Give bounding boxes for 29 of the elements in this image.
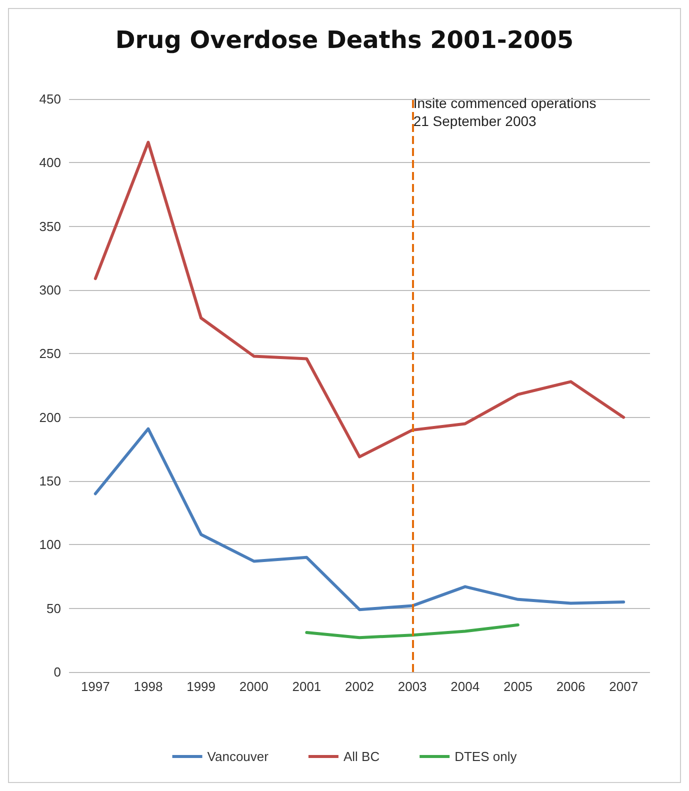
- x-tick-label: 2007: [609, 679, 638, 694]
- y-tick-label: 50: [46, 600, 61, 616]
- line-series: [305, 623, 520, 640]
- line-series: [94, 427, 626, 612]
- y-tick-label: 250: [39, 346, 61, 362]
- x-tick-label: 1998: [134, 679, 163, 694]
- x-tick-label: 2001: [292, 679, 322, 694]
- chart-title: Drug Overdose Deaths 2001-2005: [115, 26, 574, 54]
- x-tick-label: 1997: [80, 679, 110, 694]
- line-series: [94, 140, 626, 458]
- y-tick-label: 450: [39, 92, 61, 106]
- y-tick-label: 400: [39, 155, 61, 170]
- y-tick-label: 100: [39, 537, 61, 552]
- x-tick-label: 2002: [345, 679, 374, 694]
- x-tick-label: 2000: [239, 679, 268, 694]
- ref-line-label: Insite commenced operations 21 September 2003: [413, 95, 596, 129]
- x-tick-label: 2004: [450, 679, 480, 694]
- y-tick-label: 0: [54, 664, 61, 680]
- y-tick-label: 300: [39, 282, 61, 298]
- x-tick-label: 2005: [503, 679, 532, 694]
- legend-label: DTES only: [454, 749, 518, 764]
- x-tick-label: 2003: [398, 679, 427, 694]
- y-tick-label: 200: [39, 410, 61, 425]
- x-tick-label: 1999: [186, 679, 216, 694]
- y-tick-label: 350: [39, 218, 61, 234]
- legend-label: All BC: [343, 749, 380, 764]
- y-tick-label: 150: [39, 474, 61, 488]
- x-tick-label: 2006: [556, 679, 586, 694]
- legend-label: Vancouver: [207, 749, 270, 764]
